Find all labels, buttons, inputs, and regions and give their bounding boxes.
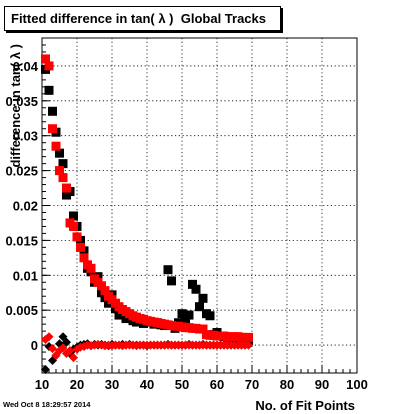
- plot-title: Fitted difference in tan( λ ) Global Tra…: [4, 6, 281, 31]
- series-1: [41, 54, 253, 342]
- y-tick-label: 0.04: [13, 59, 39, 74]
- y-tick-label: 0.01: [13, 268, 38, 283]
- data-point-square: [48, 124, 57, 134]
- y-tick-label: 0.015: [5, 233, 38, 248]
- x-tick-label: 70: [245, 377, 259, 392]
- y-tick-label: 0.035: [5, 94, 38, 109]
- data-point-diamond: [41, 365, 50, 375]
- data-point-square: [76, 242, 85, 252]
- data-point-square: [72, 232, 82, 242]
- data-point-square: [198, 293, 208, 303]
- y-tick-label: 0.03: [13, 129, 38, 144]
- series-3: [41, 332, 253, 363]
- data-point-square: [41, 54, 50, 64]
- x-tick-label: 80: [280, 377, 294, 392]
- data-point-square: [79, 253, 89, 263]
- data-point-square: [55, 166, 64, 176]
- data-point-square: [205, 311, 215, 321]
- data-point-square: [184, 310, 194, 320]
- data-point-square: [167, 276, 176, 286]
- x-tick-label: 40: [140, 377, 154, 392]
- data-point-square: [62, 183, 71, 193]
- data-point-square: [181, 316, 190, 326]
- data-point-diamond: [69, 353, 78, 363]
- data-point-diamond: [48, 344, 57, 354]
- data-point-square: [163, 265, 173, 275]
- data-point-square: [188, 279, 197, 289]
- x-tick-label: 90: [315, 377, 329, 392]
- data-point-square: [244, 332, 253, 342]
- y-tick-label: 0.025: [5, 164, 38, 179]
- data-point-square: [55, 148, 64, 158]
- grid-layer: [42, 38, 357, 373]
- data-point-square: [58, 173, 68, 183]
- marks-layer: [41, 54, 253, 375]
- x-tick-label: 50: [175, 377, 189, 392]
- data-point-square: [195, 302, 204, 312]
- data-point-square: [48, 106, 57, 116]
- data-point-diamond: [58, 332, 68, 342]
- data-point-square: [191, 284, 201, 294]
- data-point-square: [97, 281, 106, 291]
- plot-frame: [41, 37, 358, 374]
- data-point-diamond: [65, 346, 75, 356]
- data-point-square: [86, 263, 96, 273]
- x-tick-label: 100: [346, 377, 368, 392]
- data-point-square: [69, 221, 78, 231]
- data-point-square: [44, 61, 54, 71]
- data-point-diamond: [62, 337, 71, 347]
- ticks-layer: 10 20 30 40 50 60 70 80 90 100 0 0.005 0.01 0.015 0.02…: [5, 44, 368, 392]
- data-point-square: [58, 159, 68, 169]
- timestamp-label: Wed Oct 8 18:29:57 2014: [3, 400, 91, 409]
- data-point-square: [69, 211, 78, 221]
- data-point-diamond: [58, 343, 68, 353]
- x-tick-label: 20: [70, 377, 84, 392]
- data-point-square: [44, 85, 54, 95]
- x-tick-label: 10: [35, 377, 49, 392]
- y-tick-label: 0.005: [5, 303, 38, 318]
- x-tick-label: 60: [210, 377, 224, 392]
- data-point-square: [198, 324, 208, 334]
- data-point-diamond: [44, 332, 54, 342]
- data-point-square: [100, 286, 110, 296]
- y-tick-label: 0: [31, 338, 38, 353]
- data-point-square: [51, 141, 61, 151]
- x-tick-label: 30: [105, 377, 119, 392]
- data-point-diamond: [244, 340, 253, 350]
- data-point-square: [177, 309, 187, 319]
- y-axis-label: difference in tan( λ ): [8, 44, 23, 168]
- y-tick-label: 0.02: [13, 199, 38, 214]
- x-axis-label: No. of Fit Points: [255, 398, 355, 413]
